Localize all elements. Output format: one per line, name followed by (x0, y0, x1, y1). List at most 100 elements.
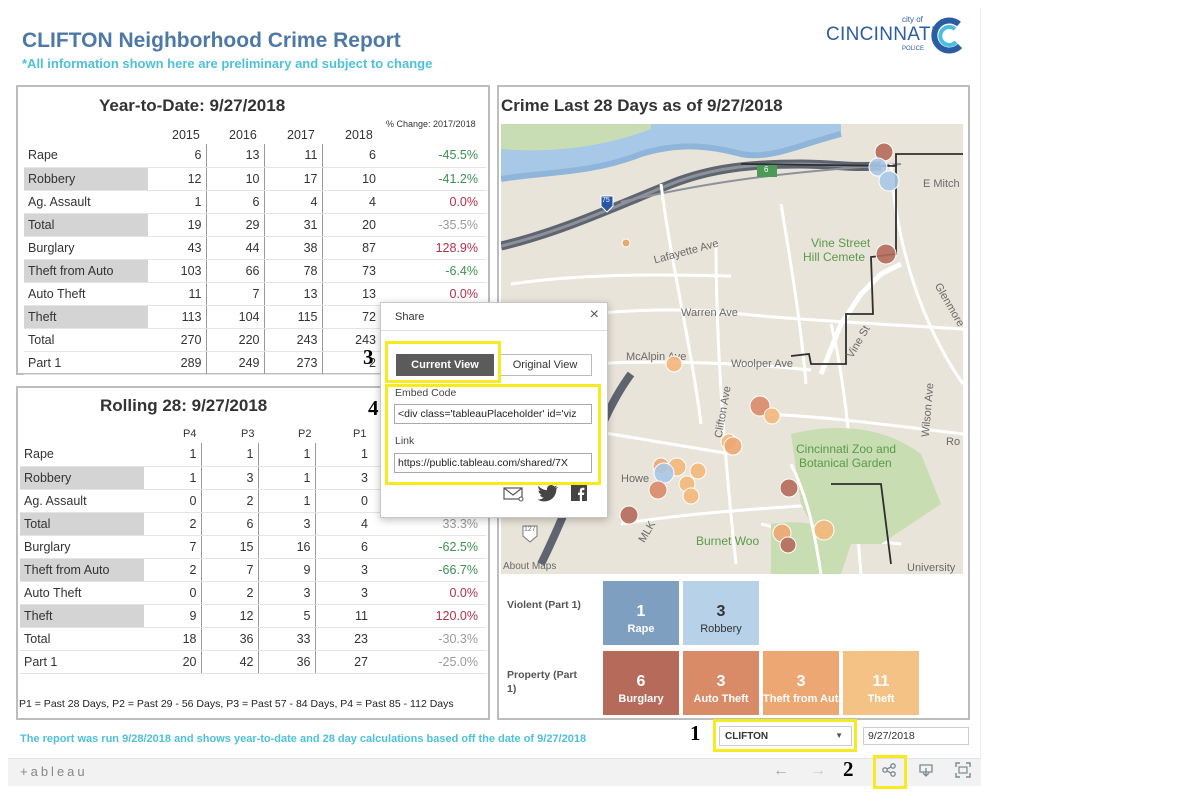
tile-label: Robbery (700, 623, 742, 635)
original-view-button[interactable]: Original View (498, 354, 592, 376)
table-row: Auto Theft 0 2 3 3 0.0% (20, 581, 486, 605)
cell-value: 11 (315, 604, 372, 628)
cell-value: 87 (322, 236, 380, 260)
period-legend: P1 = Past 28 Days, P2 = Past 29 - 56 Day… (19, 698, 454, 710)
cell-value: 1 (144, 466, 202, 490)
cell-value: 0 (315, 489, 372, 513)
cell-value: 38 (264, 236, 323, 260)
row-label: Total (24, 328, 148, 352)
cell-value: 220 (206, 328, 265, 352)
cell-value: 29 (206, 213, 265, 237)
cell-value: 249 (206, 351, 265, 375)
rolling-col-p2: P2 (298, 428, 312, 440)
map-label-woolper: Woolper Ave (731, 358, 793, 370)
pct-change: 0.0% (372, 581, 486, 605)
cell-value: 27 (315, 650, 372, 674)
tile-robbery[interactable]: 3 Robbery (683, 581, 759, 645)
row-label: Burglary (24, 236, 148, 260)
ytd-change-label: % Change: 2017/2018 (386, 119, 476, 129)
ytd-col-2015: 2015 (172, 128, 200, 142)
cell-value: 16 (258, 535, 316, 559)
link-field[interactable]: https://public.tableau.com/shared/7X (394, 453, 592, 473)
embed-code-field[interactable]: <div class='tableauPlaceholder' id='viz (394, 404, 592, 424)
cell-value: 104 (206, 305, 265, 329)
cell-value: 20 (322, 213, 380, 237)
cell-value: 6 (206, 190, 265, 214)
row-label: Part 1 (20, 650, 144, 674)
pct-change: 120.0% (372, 604, 486, 628)
table-row: Burglary 43 44 38 87 128.9% (24, 236, 486, 260)
undo-icon[interactable]: ← (773, 762, 789, 779)
cell-value: 7 (201, 558, 259, 582)
share-icon[interactable] (881, 762, 897, 783)
cell-value: 36 (258, 650, 316, 674)
ytd-col-2016: 2016 (229, 128, 257, 142)
tile-burglary[interactable]: 6 Burglary (603, 651, 679, 715)
cell-value: 31 (264, 213, 323, 237)
map-attribution[interactable]: About Maps (503, 561, 557, 572)
row-label: Ag. Assault (20, 489, 144, 513)
map-label-howell: Howe (621, 473, 650, 485)
cell-value: 13 (264, 282, 323, 306)
cell-value: 36 (201, 627, 259, 651)
date-input[interactable]: 9/27/2018 (863, 727, 969, 745)
row-label: Robbery (20, 466, 144, 490)
tableau-logo[interactable]: +ableau (20, 764, 88, 779)
cell-value: 11 (148, 282, 207, 306)
table-row: Theft 9 12 5 11 120.0% (20, 604, 486, 628)
cell-value: 43 (148, 236, 207, 260)
ytd-title: Year-to-Date: 9/27/2018 (99, 96, 286, 115)
cell-value: 4 (264, 190, 323, 214)
download-icon[interactable] (918, 762, 934, 783)
violent-label: Violent (Part 1) (507, 599, 581, 611)
email-icon[interactable] (503, 486, 525, 507)
tile-rape[interactable]: 1 Rape (603, 581, 679, 645)
annotation-3: 3 (363, 345, 374, 369)
tile-theft[interactable]: 11 Theft (843, 651, 919, 715)
twitter-icon[interactable] (537, 484, 559, 507)
cell-value: 3 (315, 581, 372, 605)
cell-value: 270 (148, 328, 207, 352)
cell-value: 19 (148, 213, 207, 237)
crime-points[interactable] (501, 124, 963, 574)
tile-value: 3 (716, 673, 726, 690)
tile-label: Theft (867, 693, 895, 705)
map-shield-127: 127 (524, 526, 536, 533)
cell-value: 44 (206, 236, 265, 260)
row-label: Ag. Assault (24, 190, 148, 214)
table-row: Ag. Assault 1 6 4 4 0.0% (24, 190, 486, 214)
map-title: Crime Last 28 Days as of 9/27/2018 (501, 96, 783, 115)
map-label-warren: Warren Ave (681, 307, 738, 319)
tile-value: 11 (872, 673, 890, 690)
cell-value: 0 (144, 489, 202, 513)
row-label: Robbery (24, 167, 148, 191)
cell-value: 6 (322, 144, 380, 168)
cell-value: 3 (315, 558, 372, 582)
cell-value: 73 (322, 259, 380, 283)
redo-icon[interactable]: → (810, 762, 826, 779)
cell-value: 3 (315, 466, 372, 490)
cell-value: 115 (264, 305, 323, 329)
cell-value: 1 (148, 190, 207, 214)
current-view-button[interactable]: Current View (396, 354, 494, 376)
map-label-university: University (907, 562, 956, 574)
cell-value: 17 (264, 167, 323, 191)
facebook-icon[interactable] (571, 485, 587, 506)
cell-value: 6 (315, 535, 372, 559)
cell-value: 113 (148, 305, 207, 329)
page-subtitle: *All information shown here are prelimin… (22, 56, 433, 71)
pct-change: -66.7% (372, 558, 486, 582)
cell-value: 0 (144, 581, 202, 605)
cell-value: 66 (206, 259, 265, 283)
cell-value: 78 (264, 259, 323, 283)
map-label-zoo-2: Botanical Garden (799, 456, 892, 470)
close-icon[interactable]: × (589, 306, 599, 323)
neighborhood-dropdown[interactable]: CLIFTON ▼ (719, 726, 852, 746)
tile-auto-theft[interactable]: 3 Auto Theft (683, 651, 759, 715)
tile-theft-from-auto[interactable]: 3 Theft from Auto (763, 651, 845, 715)
cell-value: 10 (206, 167, 265, 191)
row-label: Total (24, 213, 148, 237)
cell-value: 11 (264, 144, 323, 168)
fullscreen-icon[interactable] (955, 762, 971, 783)
cell-value: 6 (201, 512, 259, 536)
